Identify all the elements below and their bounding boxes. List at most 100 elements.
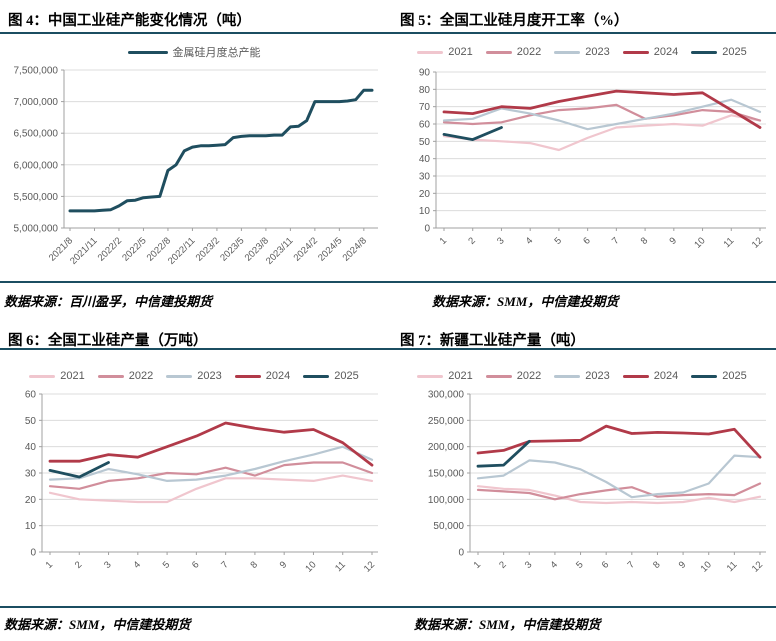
svg-text:50: 50 xyxy=(25,416,37,427)
figure-6-chart-cell: 2021 2022 2023 2024 2025 0 10 20 30 40 50 60 1 2… xyxy=(0,350,388,606)
svg-text:6,000,000: 6,000,000 xyxy=(14,160,59,171)
legend-item: 2021 xyxy=(417,370,473,382)
svg-text:3: 3 xyxy=(523,559,535,571)
legend-label: 2024 xyxy=(653,46,679,58)
svg-text:11: 11 xyxy=(725,559,740,574)
svg-text:7: 7 xyxy=(610,235,622,247)
section-rule-1 xyxy=(0,281,776,283)
legend-label: 2024 xyxy=(653,370,679,382)
svg-text:9: 9 xyxy=(278,559,290,571)
svg-text:2022/5: 2022/5 xyxy=(120,235,148,263)
svg-text:11: 11 xyxy=(722,235,737,250)
figure-5-legend: 2021 2022 2023 2024 2025 xyxy=(388,44,776,60)
charts-row-2: 2021 2022 2023 2024 2025 0 10 20 30 40 50 60 1 2… xyxy=(0,350,776,606)
svg-text:2023/11: 2023/11 xyxy=(264,235,296,267)
legend-line-swatch xyxy=(622,50,649,54)
legend-line-swatch xyxy=(417,374,444,378)
figure-4-chart-cell: 金属硅月度总产能 5,000,000 5,500,000 6,000,000 6,50… xyxy=(0,34,388,281)
svg-text:2022/11: 2022/11 xyxy=(166,235,198,267)
legend-label: 2023 xyxy=(197,370,222,382)
svg-text:2: 2 xyxy=(466,235,478,247)
svg-text:5: 5 xyxy=(161,559,173,571)
svg-text:4: 4 xyxy=(524,235,536,247)
svg-text:60: 60 xyxy=(25,390,37,401)
legend-item: 2024 xyxy=(622,370,679,382)
charts-row-1: 金属硅月度总产能 5,000,000 5,500,000 6,000,000 6,50… xyxy=(0,34,776,281)
svg-text:30: 30 xyxy=(25,469,37,480)
legend-label: 2025 xyxy=(722,370,747,382)
svg-text:1: 1 xyxy=(438,235,450,247)
legend-item: 2022 xyxy=(485,46,542,58)
svg-text:70: 70 xyxy=(419,102,431,113)
svg-text:100,000: 100,000 xyxy=(428,495,465,506)
svg-text:50,000: 50,000 xyxy=(433,521,464,532)
title-rule-2 xyxy=(0,348,776,350)
figure-5-title: 图 5：全国工业硅月度开工率（%） xyxy=(400,13,629,29)
svg-text:2: 2 xyxy=(73,559,85,571)
legend-line-swatch xyxy=(303,374,330,378)
legend-label: 2022 xyxy=(516,370,542,382)
title-rule-1 xyxy=(0,32,776,34)
svg-text:2022/2: 2022/2 xyxy=(96,235,124,263)
svg-text:6: 6 xyxy=(190,559,202,571)
svg-text:2: 2 xyxy=(497,559,509,571)
svg-text:20: 20 xyxy=(25,495,37,506)
svg-text:80: 80 xyxy=(419,85,431,96)
svg-text:12: 12 xyxy=(362,559,377,574)
capacity-line-chart: 5,000,000 5,500,000 6,000,000 6,500,000 7,00… xyxy=(14,66,378,267)
svg-text:0: 0 xyxy=(424,224,430,235)
figure-7-legend: 2021 2022 2023 2024 2025 xyxy=(388,368,776,384)
svg-text:8: 8 xyxy=(651,559,663,571)
legend-item: 2024 xyxy=(622,46,679,58)
legend-item: 2025 xyxy=(691,370,747,382)
figure-4-legend: 金属硅月度总产能 xyxy=(0,44,388,60)
figure-4-title: 图 4：中国工业硅产能变化情况（吨） xyxy=(8,13,251,29)
svg-text:4: 4 xyxy=(549,559,561,571)
figure-titles-row-2: 图 6：全国工业硅产量（万吨） 图 7：新疆工业硅产量（吨） xyxy=(0,326,776,349)
svg-text:10: 10 xyxy=(303,559,318,574)
svg-text:10: 10 xyxy=(25,521,37,532)
figure-4-source: 数据来源：百川盈孚，中信建投期货 xyxy=(4,294,213,309)
legend-line-swatch xyxy=(622,374,649,378)
legend-item: 2021 xyxy=(417,46,473,58)
legend-item: 2024 xyxy=(234,370,291,382)
svg-text:8: 8 xyxy=(249,559,261,571)
legend-item: 2023 xyxy=(166,370,222,382)
figure-7-source: 数据来源：SMM，中信建投期货 xyxy=(414,617,601,632)
legend-line-swatch xyxy=(417,50,444,54)
svg-text:10: 10 xyxy=(419,206,431,217)
svg-text:6,500,000: 6,500,000 xyxy=(14,129,59,140)
figure-6-legend: 2021 2022 2023 2024 2025 xyxy=(0,368,388,384)
svg-text:10: 10 xyxy=(699,559,714,574)
legend-label: 2024 xyxy=(265,370,291,382)
svg-text:150,000: 150,000 xyxy=(428,469,465,480)
svg-text:7: 7 xyxy=(219,559,231,571)
svg-text:2023/2: 2023/2 xyxy=(194,235,222,263)
legend-line-swatch xyxy=(166,374,193,378)
legend-line-swatch xyxy=(554,374,581,378)
legend-label: 2022 xyxy=(516,46,542,58)
svg-text:5,000,000: 5,000,000 xyxy=(14,224,59,235)
legend-line-swatch xyxy=(691,50,718,54)
figure-7-title: 图 7：新疆工业硅产量（吨） xyxy=(400,333,585,349)
svg-text:50: 50 xyxy=(419,137,431,148)
svg-text:5,500,000: 5,500,000 xyxy=(14,192,59,203)
legend-line-swatch xyxy=(485,374,512,378)
legend-label: 金属硅月度总产能 xyxy=(172,47,261,59)
sources-row-1: 数据来源：百川盈孚，中信建投期货 数据来源：SMM，中信建投期货 xyxy=(0,283,776,326)
svg-text:8: 8 xyxy=(639,235,651,247)
legend-label: 2021 xyxy=(448,370,473,382)
svg-text:3: 3 xyxy=(102,559,114,571)
svg-text:3: 3 xyxy=(495,235,507,247)
figure-titles-row-1: 图 4：中国工业硅产能变化情况（吨） 图 5：全国工业硅月度开工率（%） xyxy=(0,0,776,32)
svg-text:60: 60 xyxy=(419,120,431,131)
figure-6-title: 图 6：全国工业硅产量（万吨） xyxy=(8,333,208,349)
svg-text:5: 5 xyxy=(574,559,586,571)
xinjiang-output-line-chart: 0 50,000 100,000 150,000 200,000 250,000 300,0… xyxy=(428,390,766,575)
svg-text:2023/5: 2023/5 xyxy=(218,235,246,263)
svg-text:7,000,000: 7,000,000 xyxy=(14,97,59,108)
legend-item: 2025 xyxy=(303,370,359,382)
